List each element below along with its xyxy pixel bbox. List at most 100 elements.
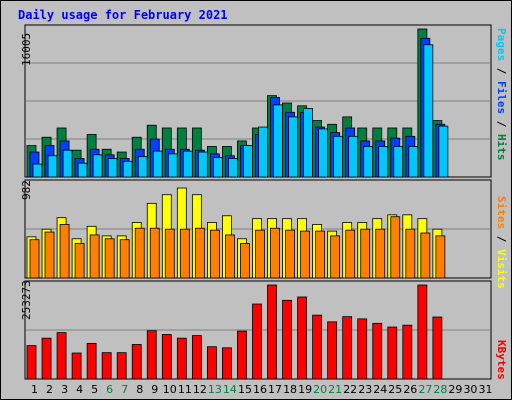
day-label-22: 22	[343, 383, 357, 396]
bar-sites-day-10	[164, 228, 175, 279]
bar-pages-day-4	[77, 162, 88, 178]
bar-pages-day-1	[32, 163, 43, 178]
chart-title: Daily usage for February 2021	[18, 8, 228, 22]
bar-sites-day-5	[89, 234, 100, 279]
bar-pages-day-26	[408, 146, 419, 178]
legend-part-top-3: /	[495, 114, 508, 134]
bar-kbytes-day-8	[131, 344, 142, 380]
bar-pages-day-7	[122, 160, 133, 178]
day-label-19: 19	[298, 383, 312, 396]
legend-part-top-1: /	[495, 61, 508, 81]
top-series-legend: Pages / Files / Hits	[495, 28, 508, 161]
bar-pages-day-25	[393, 146, 404, 178]
bar-sites-day-23	[360, 228, 371, 279]
bar-pages-day-20	[318, 128, 329, 178]
bar-pages-day-9	[152, 150, 163, 178]
day-label-29: 29	[448, 383, 462, 396]
day-label-20: 20	[313, 383, 327, 396]
bar-sites-day-12	[194, 227, 205, 279]
legend-part-middle-2: Visits	[495, 249, 508, 289]
bar-pages-day-3	[62, 149, 73, 178]
bar-kbytes-day-6	[101, 352, 112, 380]
day-label-7: 7	[121, 383, 128, 396]
bar-pages-day-21	[333, 135, 344, 178]
bar-sites-day-17	[270, 227, 280, 279]
legend-part-bottom-0: KBytes	[495, 340, 508, 380]
day-label-14: 14	[223, 383, 237, 396]
bar-kbytes-day-16	[252, 303, 262, 380]
day-label-30: 30	[463, 383, 477, 396]
bar-pages-day-17	[273, 104, 283, 178]
day-label-2: 2	[46, 383, 53, 396]
bar-kbytes-day-17	[267, 284, 277, 380]
bottom-ymax-label: 253273	[20, 280, 33, 320]
bar-kbytes-day-2	[41, 337, 52, 380]
bar-sites-day-7	[119, 239, 130, 279]
bar-pages-day-5	[92, 154, 103, 178]
bar-sites-day-24	[375, 228, 386, 279]
day-label-23: 23	[358, 383, 372, 396]
bar-kbytes-day-18	[282, 299, 292, 380]
bar-sites-day-11	[179, 228, 190, 279]
bar-kbytes-day-7	[116, 352, 127, 380]
day-label-11: 11	[178, 383, 192, 396]
bar-kbytes-day-19	[297, 296, 307, 380]
day-label-21: 21	[328, 383, 342, 396]
bar-sites-day-28	[435, 235, 446, 279]
middle-series-legend: Sites / Visits	[495, 196, 508, 289]
bottom-series-legend: KBytes	[495, 340, 508, 380]
legend-part-top-0: Pages	[495, 28, 508, 62]
bar-sites-day-15	[240, 243, 250, 279]
bar-sites-day-25	[390, 216, 401, 279]
bar-pages-day-11	[182, 150, 193, 178]
bar-pages-day-24	[378, 146, 389, 178]
middle-ymax-label: 982	[20, 180, 33, 200]
bar-sites-day-27	[420, 232, 431, 279]
bar-kbytes-day-14	[222, 347, 232, 380]
day-label-27: 27	[418, 383, 432, 396]
bar-pages-day-8	[137, 156, 148, 178]
bar-kbytes-day-1	[26, 345, 37, 380]
day-label-24: 24	[373, 383, 387, 396]
day-label-9: 9	[151, 383, 158, 396]
bar-pages-day-6	[107, 158, 118, 178]
bar-sites-day-18	[285, 229, 295, 279]
bar-sites-day-8	[134, 227, 145, 279]
bar-kbytes-day-4	[71, 352, 82, 380]
day-label-16: 16	[253, 383, 267, 396]
bar-kbytes-day-13	[206, 346, 217, 380]
day-label-8: 8	[136, 383, 143, 396]
day-label-12: 12	[193, 383, 207, 396]
bar-kbytes-day-23	[357, 318, 368, 380]
bar-pages-day-14	[228, 158, 238, 178]
bar-kbytes-day-11	[176, 337, 187, 380]
bar-kbytes-day-15	[237, 330, 247, 380]
bar-sites-day-13	[209, 229, 220, 279]
bar-pages-day-27	[423, 44, 434, 178]
bar-sites-day-20	[315, 230, 326, 279]
bar-pages-day-10	[167, 153, 178, 178]
day-label-3: 3	[61, 383, 68, 396]
bar-sites-day-4	[74, 243, 85, 279]
bar-sites-day-1	[29, 239, 40, 279]
bar-kbytes-day-3	[56, 332, 67, 380]
day-label-10: 10	[163, 383, 177, 396]
day-label-18: 18	[283, 383, 297, 396]
bar-sites-day-2	[44, 231, 55, 279]
bar-kbytes-day-21	[327, 321, 338, 380]
bar-pages-day-23	[363, 146, 374, 178]
bar-sites-day-3	[59, 223, 70, 279]
day-label-6: 6	[106, 383, 113, 396]
legend-part-middle-1: /	[495, 229, 508, 249]
bar-pages-day-2	[47, 155, 58, 178]
bar-sites-day-16	[255, 229, 265, 279]
bar-kbytes-day-24	[372, 322, 383, 380]
day-label-13: 13	[208, 383, 222, 396]
bar-sites-day-21	[330, 235, 341, 279]
legend-part-top-2: Files	[495, 81, 508, 115]
bar-pages-day-22	[348, 135, 359, 178]
day-label-1: 1	[31, 383, 38, 396]
legend-part-top-4: Hits	[495, 134, 508, 161]
bar-kbytes-day-26	[402, 324, 413, 380]
